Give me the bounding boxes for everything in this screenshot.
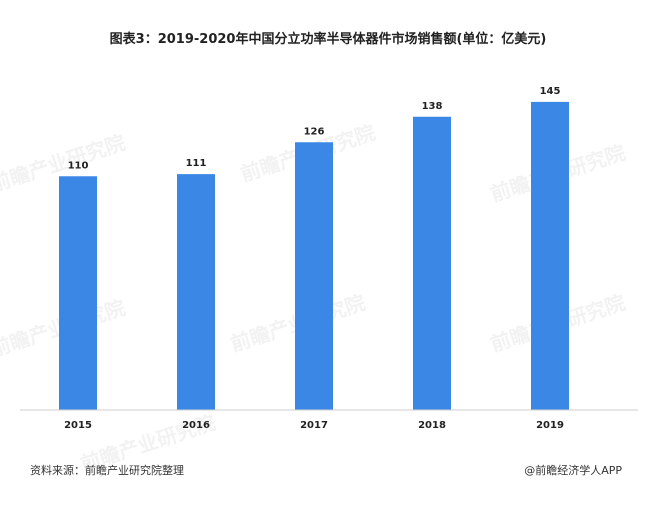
category-label-2018: 2018 (418, 420, 446, 431)
bar-2019 (531, 101, 569, 410)
data-label-2016: 111 (186, 158, 207, 169)
data-label-2019: 145 (540, 86, 561, 97)
data-label-2017: 126 (304, 126, 325, 137)
chart-title: 图表3：2019-2020年中国分立功率半导体器件市场销售额(单位：亿美元) (109, 32, 547, 47)
category-label-2017: 2017 (300, 420, 328, 431)
bar-2017 (295, 142, 333, 410)
category-label-2016: 2016 (182, 420, 210, 431)
data-label-2015: 110 (68, 160, 89, 171)
category-label-2019: 2019 (536, 420, 564, 431)
bar-2018 (413, 116, 451, 410)
source-note: 资料来源：前瞻产业研究院整理 (30, 464, 184, 477)
labels: 110 2015 111 2016 126 2017 138 2018 145 2019 (64, 86, 564, 431)
category-label-2015: 2015 (64, 420, 92, 431)
data-label-2018: 138 (422, 101, 443, 112)
bar-2015 (59, 176, 97, 410)
bar-2016 (177, 174, 215, 410)
credit-note: @前瞻经济学人APP (524, 464, 622, 477)
bars (59, 101, 569, 410)
